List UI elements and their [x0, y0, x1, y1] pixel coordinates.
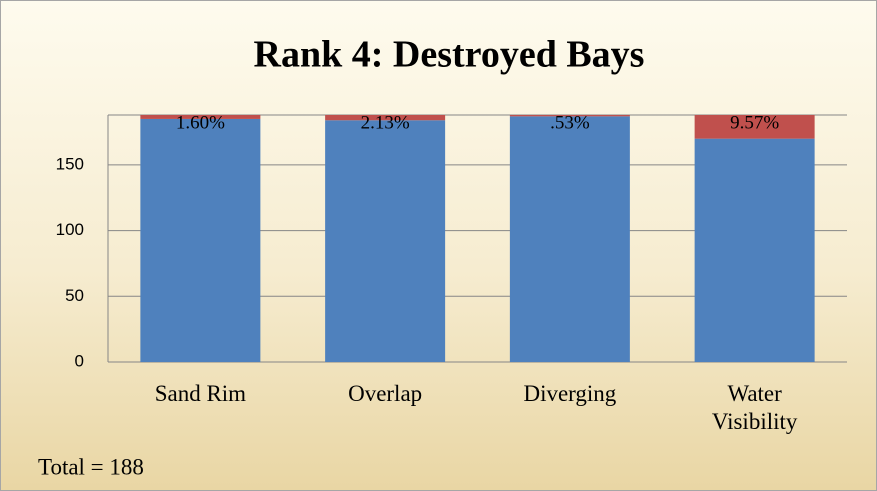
x-tick-label: Diverging [523, 381, 617, 406]
x-tick-label: Water Visibility [711, 381, 798, 434]
data-label: 1.60% [176, 112, 225, 133]
data-label: .53% [550, 112, 590, 133]
chart-title: Rank 4: Destroyed Bays [254, 34, 645, 76]
data-label: 2.13% [361, 112, 410, 133]
bar-segment [509, 115, 630, 117]
bar-segment [509, 116, 630, 362]
bar-segment [694, 115, 815, 139]
y-tick-label: 0 [75, 351, 84, 370]
x-tick-label: Sand Rim [154, 381, 247, 406]
bar-segment [140, 118, 261, 362]
x-tick-label: Overlap [348, 381, 423, 406]
bar-segment [325, 115, 446, 121]
bar-segment [325, 120, 446, 363]
data-label: 9.57% [730, 112, 779, 133]
y-tick-label: 150 [56, 154, 84, 173]
bar-segment [694, 138, 815, 362]
y-tick-label: 50 [65, 286, 84, 305]
annotation: Total = 188 [38, 454, 144, 479]
bar-segment [140, 115, 261, 119]
y-tick-label: 100 [56, 220, 84, 239]
